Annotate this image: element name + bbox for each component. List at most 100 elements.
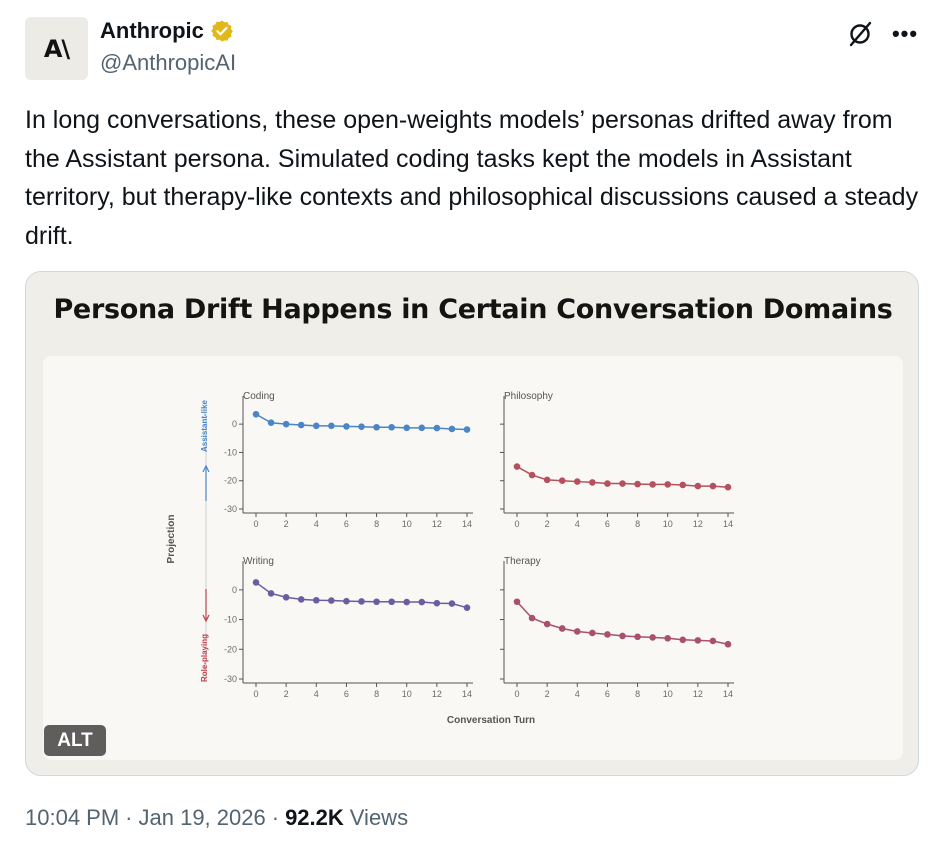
data-point <box>343 423 350 430</box>
avatar[interactable]: A\ <box>25 17 88 80</box>
panel-title-philosophy: Philosophy <box>504 391 553 402</box>
data-point <box>328 422 335 430</box>
tweet-metadata: 10:04 PM · Jan 19, 2026 · 92.2K Views <box>25 805 408 831</box>
data-point <box>373 423 380 431</box>
x-tick-label: 12 <box>693 519 703 529</box>
x-tick-label: 2 <box>545 519 550 529</box>
x-tick-label: 12 <box>432 689 442 699</box>
data-point <box>649 634 656 641</box>
panel-title-coding: Coding <box>243 391 275 402</box>
data-point <box>282 593 290 601</box>
data-point <box>252 579 260 586</box>
x-tick-label: 10 <box>402 519 412 529</box>
data-point <box>282 420 290 428</box>
y-tick-label: -10 <box>224 447 237 457</box>
x-tick-label: 4 <box>314 519 319 529</box>
author-name-row[interactable]: Anthropic <box>100 18 234 44</box>
data-point <box>448 425 456 433</box>
data-point <box>649 481 656 488</box>
data-point <box>694 637 702 644</box>
x-tick-label: 14 <box>723 689 733 699</box>
alt-text-button[interactable]: ALT <box>44 725 106 756</box>
views-count: 92.2K <box>285 805 344 830</box>
data-point <box>448 600 456 607</box>
y-tick-label: -30 <box>224 504 237 514</box>
x-tick-label: 8 <box>374 519 379 529</box>
data-point <box>724 483 732 491</box>
x-tick-label: 6 <box>605 519 610 529</box>
x-tick-label: 10 <box>402 689 412 699</box>
data-point <box>388 423 395 431</box>
tweet-text: In long conversations, these open-weight… <box>25 106 919 250</box>
chart-title: Persona Drift Happens in Certain Convers… <box>53 294 893 325</box>
data-point <box>433 424 441 432</box>
x-tick-label: 12 <box>693 689 703 699</box>
role-playing-label: Role-playing <box>200 634 209 682</box>
tweet-date[interactable]: Jan 19, 2026 <box>138 805 266 830</box>
x-tick-label: 4 <box>575 689 580 699</box>
data-point <box>463 604 471 611</box>
x-tick-label: 8 <box>635 519 640 529</box>
y-axis-label: Projection <box>166 515 177 564</box>
data-point <box>528 471 536 479</box>
data-point <box>709 482 717 490</box>
data-point <box>604 480 611 487</box>
x-tick-label: 0 <box>514 519 519 529</box>
x-axis-label: Conversation Turn <box>447 715 535 726</box>
data-point <box>328 597 335 604</box>
data-point <box>388 598 395 606</box>
x-tick-label: 10 <box>663 689 673 699</box>
data-point <box>634 633 641 641</box>
data-point <box>589 629 596 637</box>
x-tick-label: 2 <box>284 689 289 699</box>
data-point <box>312 596 320 604</box>
data-point <box>528 614 536 622</box>
data-point <box>418 598 426 606</box>
data-point <box>664 634 672 642</box>
tweet-media-image[interactable]: Persona Drift Happens in Certain Convers… <box>25 271 919 776</box>
x-tick-label: 10 <box>663 519 673 529</box>
data-point <box>619 480 626 487</box>
data-point <box>433 599 441 607</box>
data-point <box>358 598 365 605</box>
data-point <box>679 481 687 489</box>
panel-title-therapy: Therapy <box>504 556 541 567</box>
y-tick-label: -20 <box>224 644 237 654</box>
author-handle[interactable]: @AnthropicAI <box>100 50 237 75</box>
data-point <box>558 625 566 632</box>
data-point <box>664 481 672 488</box>
y-tick-label: -10 <box>224 615 237 625</box>
data-point <box>267 419 275 427</box>
data-point <box>694 482 702 490</box>
data-point <box>543 620 551 628</box>
x-tick-label: 0 <box>253 519 258 529</box>
data-point <box>297 596 305 603</box>
separator-dot: · <box>271 805 280 830</box>
data-point <box>573 478 581 485</box>
data-point <box>418 424 426 432</box>
avatar-logo: A\ <box>43 34 70 63</box>
data-point <box>403 424 411 432</box>
x-tick-label: 12 <box>432 519 442 529</box>
grok-icon[interactable] <box>846 20 874 48</box>
data-point <box>252 410 260 418</box>
x-tick-label: 4 <box>314 689 319 699</box>
data-point <box>573 628 581 635</box>
more-icon[interactable]: ••• <box>891 21 919 46</box>
x-tick-label: 2 <box>284 519 289 529</box>
data-point <box>724 640 732 648</box>
x-tick-label: 6 <box>344 519 349 529</box>
data-point <box>543 476 551 484</box>
panel-title-writing: Writing <box>243 556 274 567</box>
x-tick-label: 14 <box>462 519 472 529</box>
data-point <box>403 598 411 606</box>
data-point <box>619 632 626 640</box>
x-tick-label: 0 <box>253 689 258 699</box>
verified-badge-icon <box>210 20 233 42</box>
assistant-like-label: Assistant-like <box>200 399 209 452</box>
tweet-time[interactable]: 10:04 PM <box>25 805 120 830</box>
author-name[interactable]: Anthropic <box>100 18 204 43</box>
data-point <box>709 637 717 645</box>
separator-dot: · <box>125 805 133 830</box>
views-label: Views <box>349 805 409 830</box>
